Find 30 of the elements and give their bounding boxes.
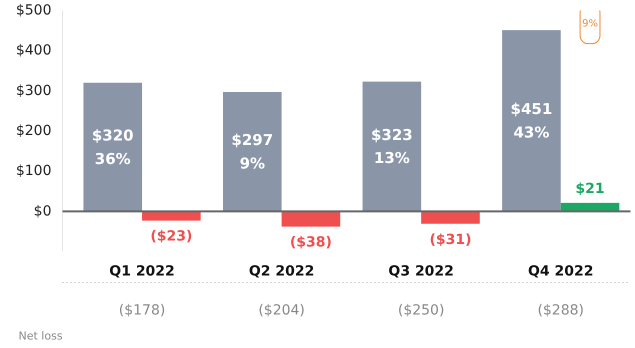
text: ($204) — [258, 302, 305, 318]
data-label: ($38) — [290, 234, 332, 251]
bar — [222, 92, 282, 212]
x-tick-label: Q1 2022 — [109, 264, 175, 280]
text: ($288) — [537, 302, 584, 318]
y-tick-label: $300 — [16, 82, 52, 99]
bar — [83, 82, 142, 212]
data-label: $297 9% — [231, 130, 274, 172]
data-label: $323 13% — [370, 126, 413, 168]
data-label: ($23) — [150, 228, 192, 245]
data-label: $451 43% — [510, 100, 552, 142]
y-tick-label: $100 — [16, 163, 52, 180]
data-label: ($31) — [429, 232, 472, 248]
text: ($250) — [398, 302, 444, 318]
data-label: $320 36% — [92, 126, 134, 168]
bar — [421, 211, 480, 224]
annotation: 9% — [582, 18, 598, 30]
bar — [362, 82, 422, 212]
text: Net loss — [18, 330, 63, 342]
x-tick-label: Q4 2022 — [528, 264, 594, 280]
y-tick-label: $200 — [16, 123, 52, 139]
x-tick-label: Q3 2022 — [388, 264, 454, 280]
x-tick-label: Q2 2022 — [248, 264, 314, 280]
y-tick-label: $400 — [16, 42, 52, 59]
text: ($178) — [118, 302, 166, 318]
bar — [282, 211, 340, 227]
y-tick-label: $500 — [16, 2, 52, 18]
bar — [502, 30, 561, 212]
y-tick-label: $0 — [34, 203, 52, 220]
data-label: $21 — [575, 180, 605, 197]
